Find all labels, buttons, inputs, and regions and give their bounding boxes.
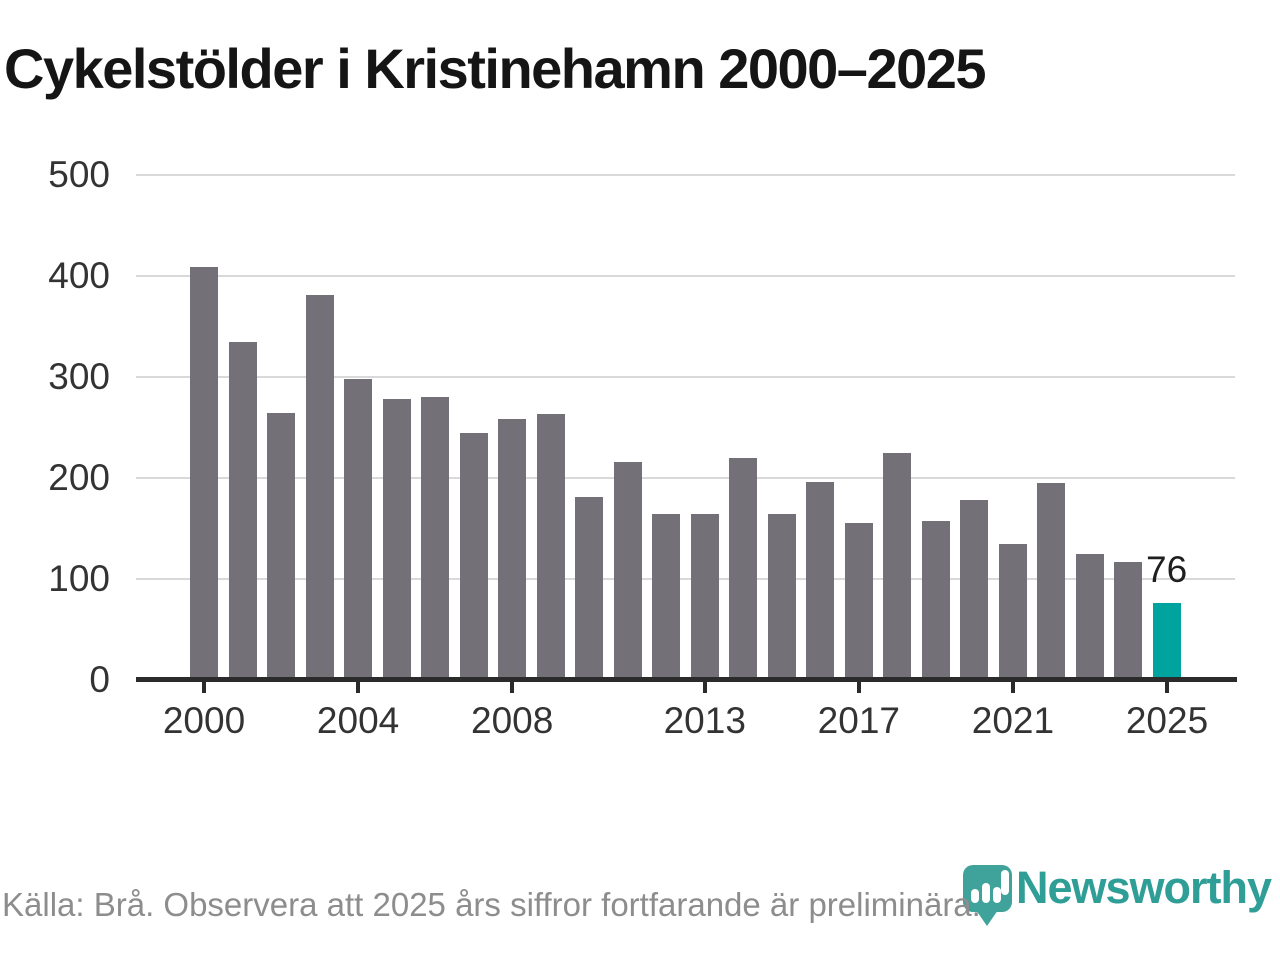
x-tick-label: 2013 — [663, 700, 746, 741]
x-tick-label: 2017 — [817, 700, 900, 741]
bar-2005 — [382, 399, 411, 680]
bar-2013 — [690, 514, 719, 680]
bar-2006 — [421, 397, 450, 680]
x-tick-2021 — [1010, 682, 1015, 693]
x-tick-2004 — [356, 682, 361, 693]
x-tick-2000 — [202, 682, 206, 693]
gridline-y400 — [136, 275, 1235, 277]
bar-2004 — [344, 379, 373, 680]
x-tick-2025 — [1165, 682, 1169, 693]
bar-2019 — [921, 521, 950, 680]
y-tick-label: 200 — [48, 457, 110, 498]
bar-2023 — [1075, 553, 1104, 680]
x-tick-label: 2008 — [471, 700, 554, 741]
newsworthy-logo-text: Newsworthy — [1016, 862, 1272, 913]
logo-chart-bar — [993, 887, 1001, 903]
x-tick-label: 2004 — [316, 700, 400, 741]
x-tick-2017 — [856, 682, 861, 693]
y-tick-label: 300 — [48, 356, 110, 397]
y-tick-label: 0 — [89, 659, 110, 700]
logo-chart-bar — [1001, 870, 1009, 895]
bar-2022 — [1037, 483, 1066, 680]
logo-chart-bar — [971, 889, 979, 903]
bar-2017 — [844, 523, 873, 680]
x-tick-2008 — [510, 682, 515, 693]
bar-2014 — [729, 457, 758, 680]
bar-2001 — [228, 341, 257, 680]
bar-2003 — [305, 295, 334, 680]
gridline-y300 — [136, 376, 1235, 378]
x-tick-label: 2021 — [971, 700, 1055, 741]
bar-2002 — [267, 413, 296, 680]
y-tick-label: 100 — [48, 558, 110, 599]
bar-2020 — [960, 500, 989, 680]
y-tick-label: 500 — [48, 154, 110, 195]
bar-2021 — [998, 543, 1027, 680]
bar-2010 — [575, 497, 604, 680]
bar-2018 — [883, 452, 912, 680]
bar-2015 — [767, 514, 796, 680]
x-tick-label: 2025 — [1125, 700, 1209, 741]
y-tick-label: 400 — [48, 255, 110, 296]
source-note: Källa: Brå. Observera att 2025 års siffr… — [2, 886, 981, 923]
bar-value-label: 76 — [1146, 549, 1188, 590]
bar-2024 — [1114, 561, 1143, 680]
bar-2008 — [498, 419, 527, 680]
bar-2012 — [652, 514, 681, 680]
bar-2007 — [459, 432, 488, 680]
gridline-y200 — [136, 477, 1235, 479]
bar-highlighted-2025 — [1153, 603, 1181, 680]
x-tick-label: 2000 — [162, 700, 246, 741]
bar-2009 — [536, 414, 565, 680]
newsworthy-pin-barchart-icon — [963, 865, 1012, 926]
gridline-y100 — [136, 578, 1235, 580]
bar-2000 — [190, 266, 218, 680]
x-axis-line — [136, 677, 1237, 682]
bar-2016 — [806, 482, 835, 680]
x-tick-2013 — [702, 682, 707, 693]
gridline-y500 — [136, 174, 1235, 176]
bar-2011 — [613, 461, 642, 680]
logo-chart-bar — [982, 883, 990, 903]
page-title: Cykelstölder i Kristinehamn 2000–2025 — [4, 37, 987, 100]
